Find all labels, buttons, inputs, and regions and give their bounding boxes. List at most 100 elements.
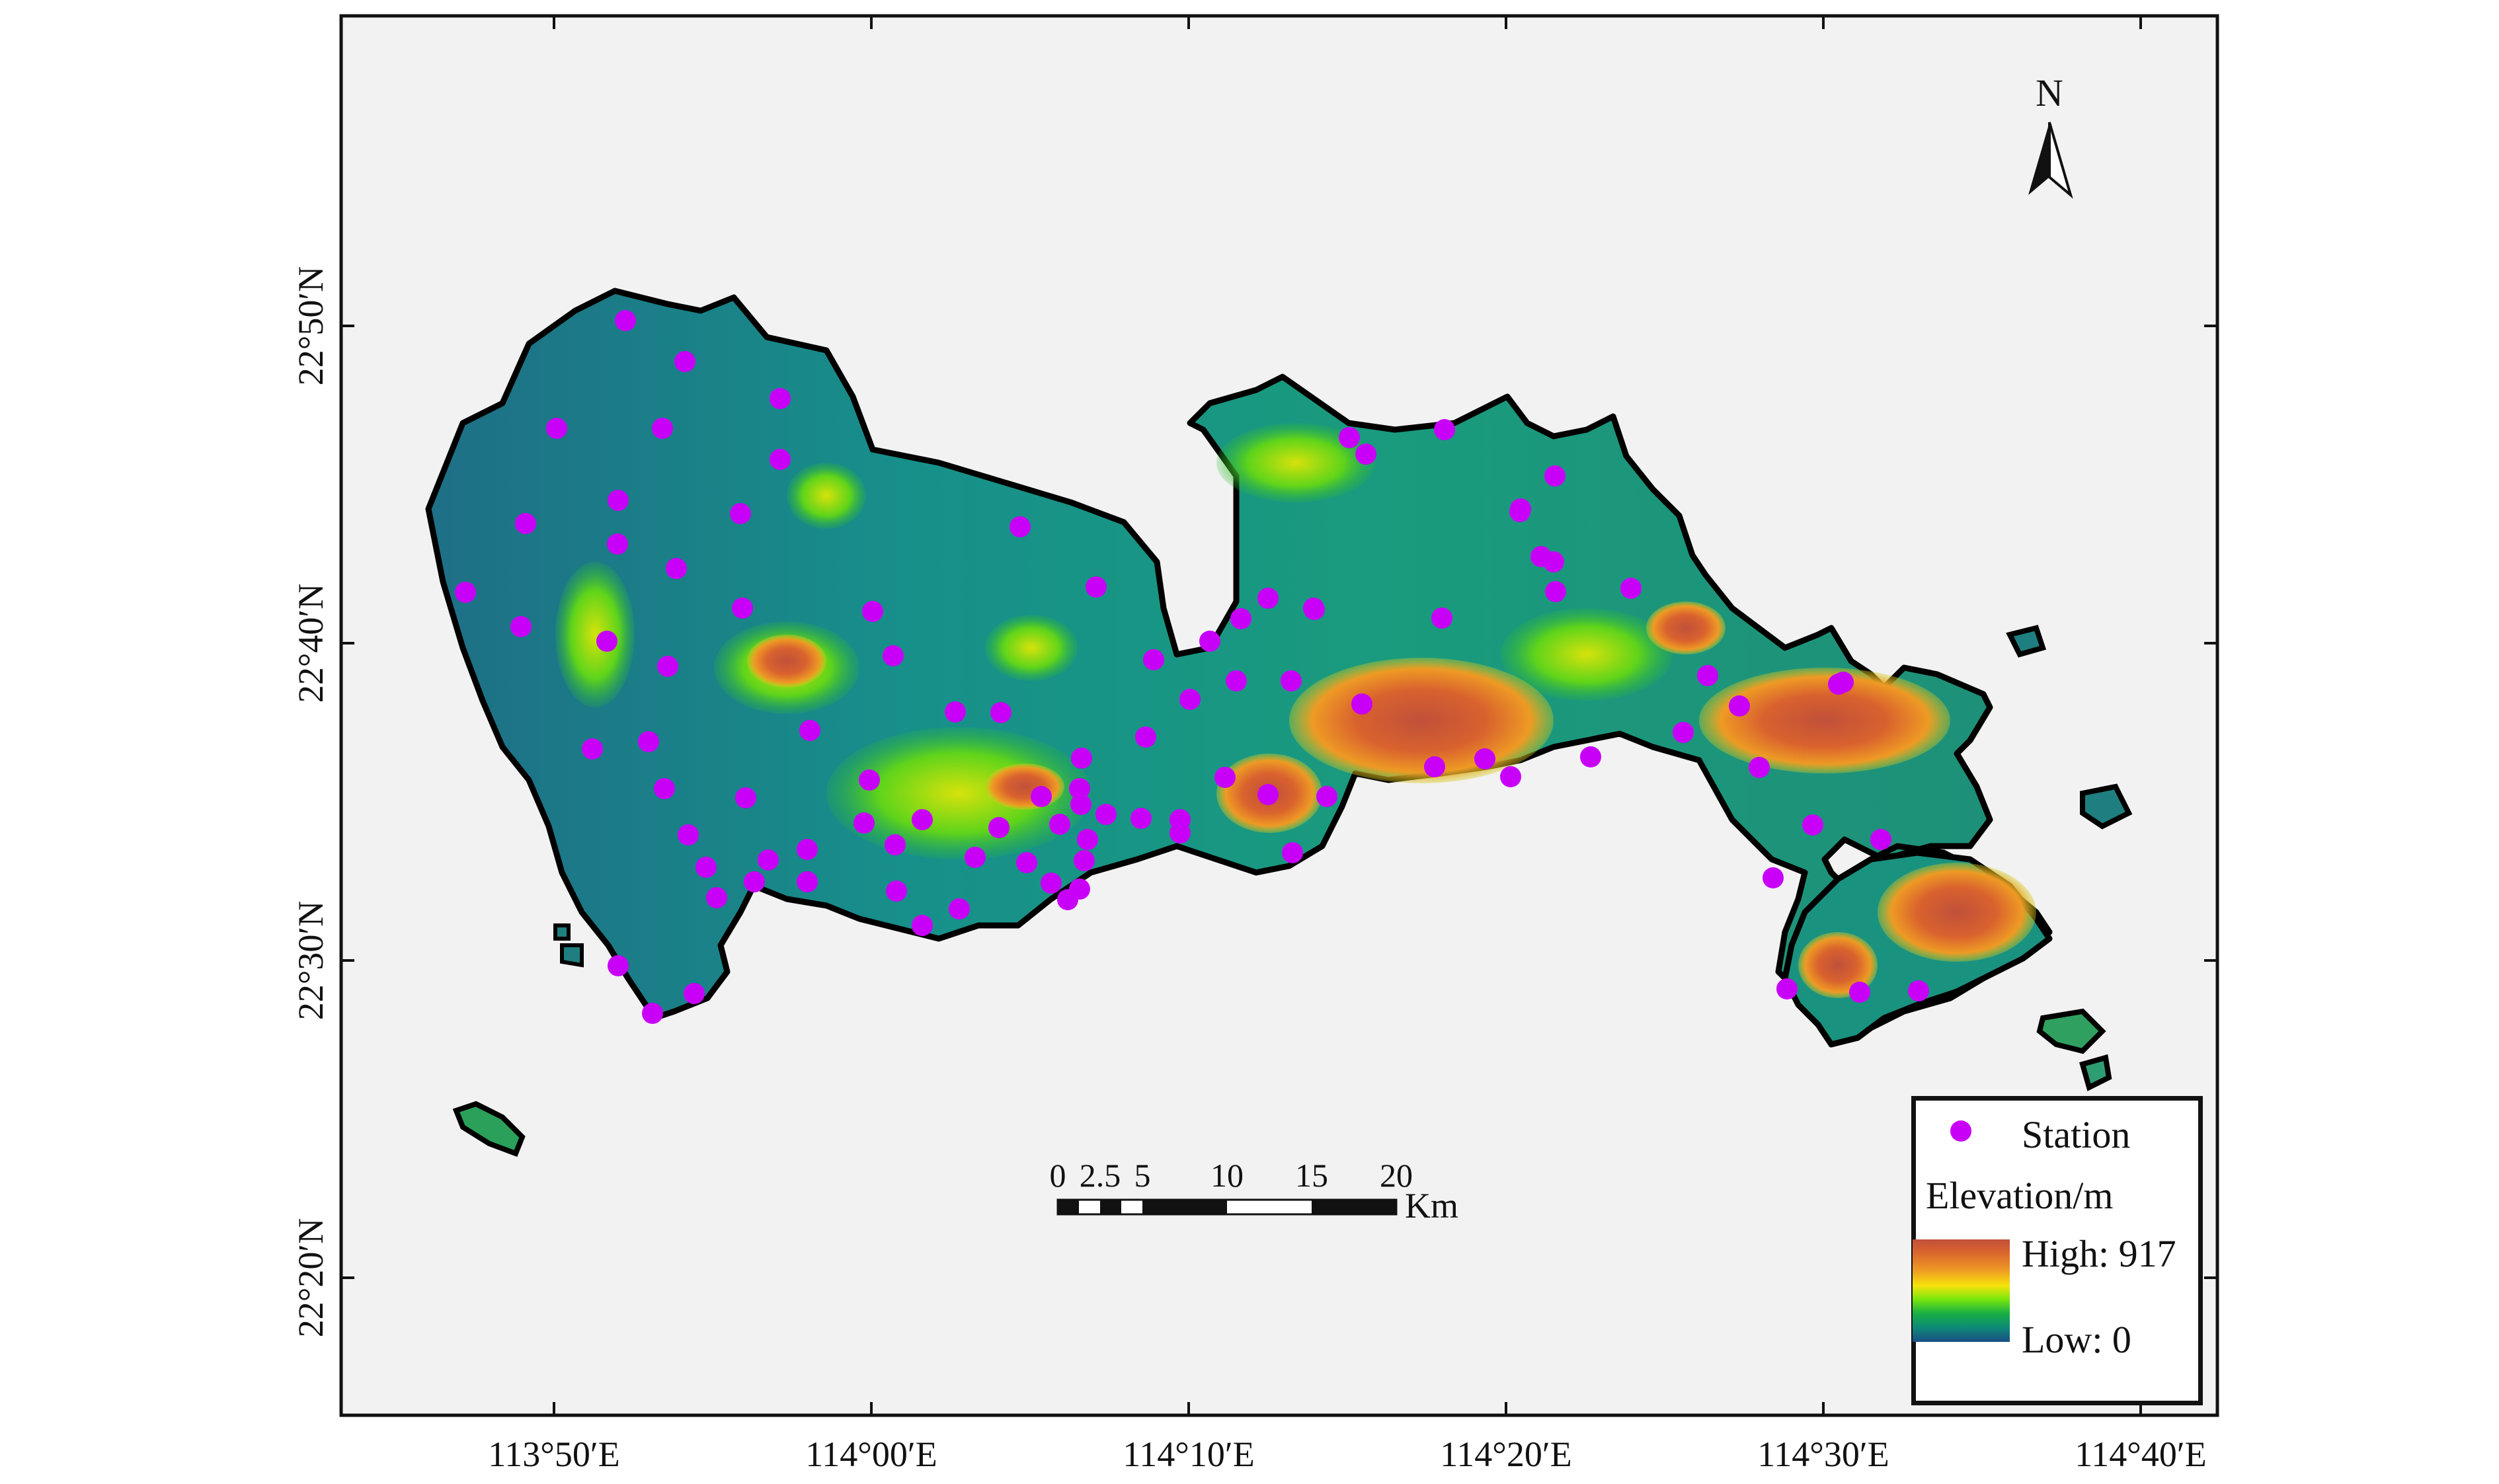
station-point (1620, 578, 1642, 599)
station-point (1281, 670, 1302, 691)
station-point (1351, 693, 1372, 715)
station-point (515, 513, 536, 534)
station-point (455, 582, 476, 603)
station-point (608, 490, 629, 511)
scale-unit: Km (1405, 1186, 1458, 1226)
station-point (1095, 804, 1117, 825)
north-label: N (2036, 71, 2063, 114)
station-point (732, 598, 753, 619)
station-point (1424, 756, 1445, 777)
station-point (912, 915, 933, 936)
scale-label: 2.5 (1080, 1157, 1121, 1194)
x-tick-label: 113°50′E (488, 1434, 619, 1474)
station-point (1543, 551, 1564, 572)
island-west-2 (553, 923, 571, 941)
station-point (1849, 982, 1870, 1003)
station-point (945, 701, 966, 722)
station-point (1069, 778, 1090, 799)
y-tick-label: 22°40′N (291, 584, 331, 703)
station-point (1057, 889, 1078, 910)
elevation-color-ramp (1913, 1239, 2010, 1342)
station-point (1316, 786, 1337, 807)
station-point (1135, 726, 1156, 748)
station-point (990, 702, 1012, 723)
station-point (1500, 766, 1521, 787)
station-point (758, 849, 779, 871)
legend-station-label: Station (2022, 1113, 2131, 1156)
hills-6 (787, 463, 866, 529)
station-point (797, 871, 818, 892)
station-point (1199, 631, 1220, 652)
hills-3 (826, 727, 1091, 859)
station-point (1580, 746, 1601, 767)
station-point (1143, 649, 1164, 670)
station-point (797, 839, 818, 860)
station-point (1077, 829, 1098, 850)
x-tick-label: 114°00′E (805, 1434, 937, 1474)
station-point (853, 812, 875, 834)
x-tick-label: 114°20′E (1440, 1434, 1571, 1474)
station-point (1303, 598, 1324, 619)
station-point (1214, 767, 1236, 788)
station-point (1697, 665, 1718, 686)
island-west-3 (560, 943, 584, 968)
station-point (1510, 498, 1531, 520)
station-point (770, 388, 791, 409)
station-point (1031, 786, 1052, 807)
scale-bar: 0 2.5 5 10 15 20 Km (1050, 1157, 1459, 1226)
station-point (1673, 722, 1694, 743)
station-point (885, 834, 906, 855)
station-point (965, 847, 986, 868)
hills-4 (1216, 423, 1375, 502)
mountain-yangtai (747, 635, 826, 687)
axis-ticks (341, 16, 2217, 1415)
station-point (582, 738, 603, 760)
mountain-southwest (1798, 932, 1878, 998)
station-point (1729, 695, 1750, 717)
station-point (1010, 516, 1031, 537)
legend-high-label: High: 917 (2022, 1232, 2176, 1275)
mountain-qiniang (1878, 863, 2036, 962)
station-point (886, 880, 907, 902)
y-tick-label: 22°50′N (291, 266, 331, 385)
station-point (654, 778, 675, 799)
scale-label: 0 (1050, 1157, 1066, 1194)
station-point (1434, 419, 1455, 440)
station-point (735, 787, 756, 808)
station-points (455, 310, 1929, 1024)
mountain-south (985, 763, 1064, 810)
x-tick-label: 114°40′E (2075, 1434, 2206, 1474)
scale-label: 15 (1295, 1157, 1328, 1194)
station-point (912, 809, 933, 830)
station-point (949, 898, 970, 919)
island-east-2 (2079, 1054, 2112, 1091)
station-point (1908, 980, 1929, 1001)
north-arrow-icon (2028, 122, 2049, 195)
station-point (1230, 608, 1251, 629)
hills-7 (985, 615, 1078, 681)
island-west (452, 1101, 526, 1157)
station-point (859, 769, 880, 791)
north-arrow: N (2028, 71, 2073, 199)
station-point (615, 310, 636, 331)
legend-elevation-title: Elevation/m (1926, 1174, 2114, 1217)
y-tick-label: 22°30′N (291, 901, 331, 1020)
station-point (1016, 852, 1037, 873)
station-point (706, 887, 727, 908)
station-point (1763, 867, 1784, 888)
station-legend-marker (1950, 1120, 1971, 1142)
station-point (546, 418, 567, 439)
station-point (666, 558, 687, 579)
station-point (1071, 748, 1092, 769)
station-point (684, 983, 705, 1004)
station-point (1282, 842, 1303, 863)
scale-label: 5 (1134, 1157, 1151, 1194)
station-point (608, 955, 629, 976)
legend-low-label: Low: 0 (2022, 1318, 2131, 1361)
station-point (695, 857, 717, 878)
station-point (799, 720, 820, 741)
station-point (678, 824, 699, 845)
station-point (1355, 444, 1376, 465)
x-tick-label: 114°10′E (1123, 1434, 1254, 1474)
station-point (1074, 850, 1095, 871)
